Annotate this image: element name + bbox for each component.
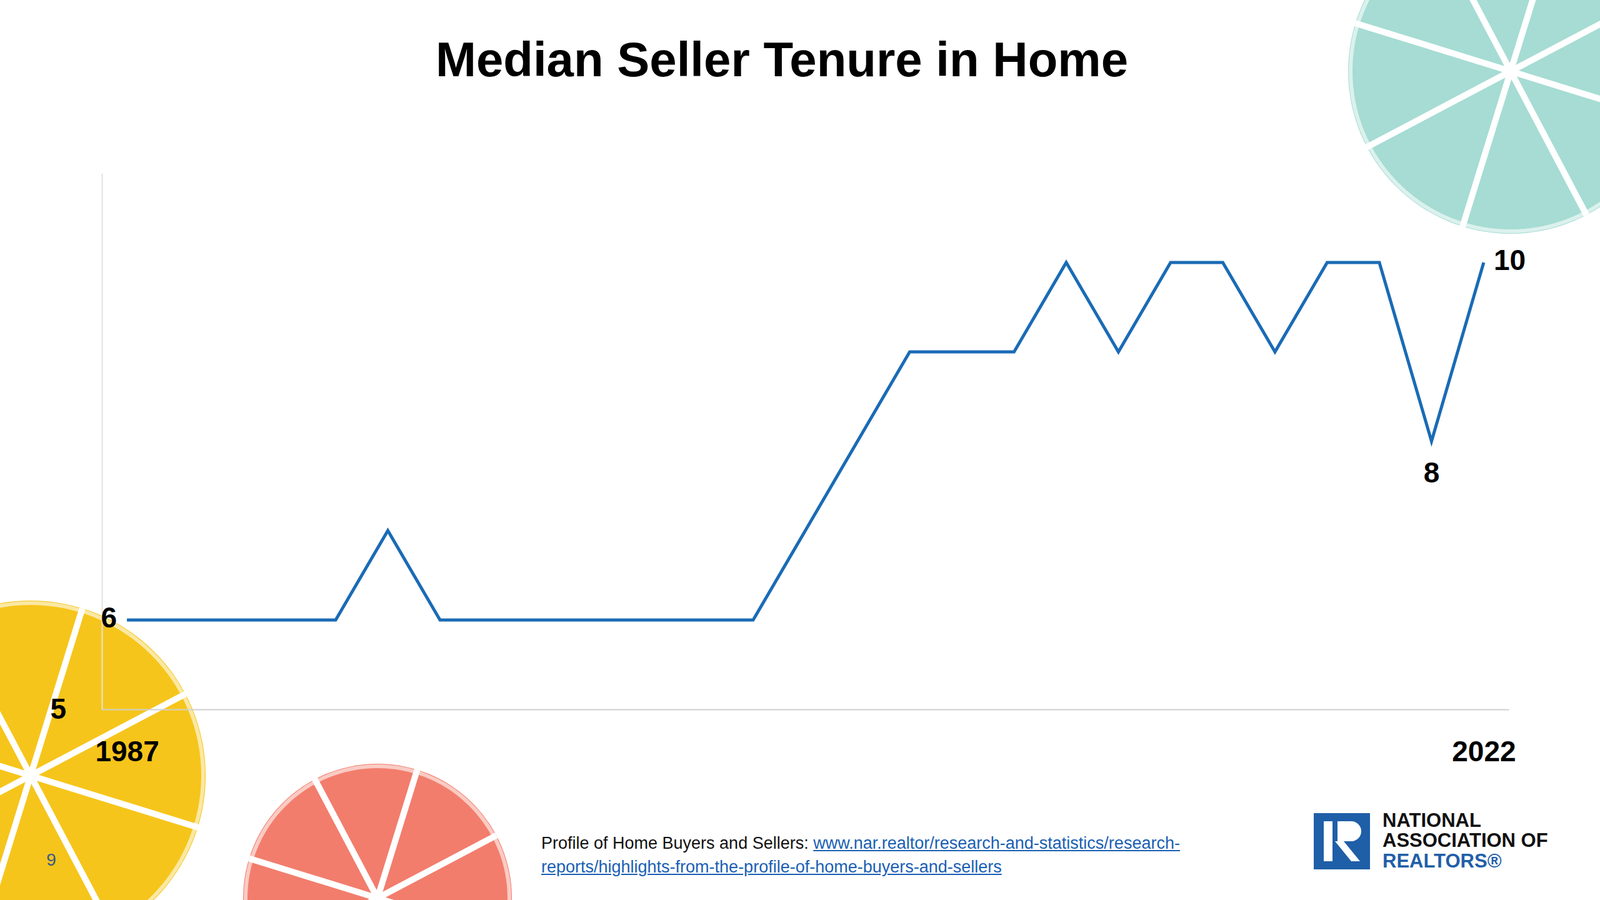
x-tick: 2022: [1451, 709, 1516, 768]
x-tick-label: 2022: [1451, 735, 1516, 768]
x-tick: 1987: [95, 709, 159, 768]
logo-text: REALTORS®: [1382, 850, 1502, 872]
coral-citrus: [243, 763, 512, 900]
logo-box: [1313, 813, 1370, 870]
source-label: Profile of Home Buyers and Sellers:: [541, 833, 814, 853]
plot-area: [126, 262, 1484, 620]
yellow-citrus-segment: [0, 620, 31, 776]
coral-citrus-segment: [377, 898, 440, 900]
coral-citrus-segment: [377, 898, 506, 900]
data-label: 10: [1493, 243, 1526, 277]
teal-citrus-rim: [1350, 0, 1600, 232]
logo-bowl: [1335, 821, 1362, 862]
y-tick-label: 5: [50, 692, 67, 725]
data-label: 8: [1423, 456, 1440, 489]
decorations: [0, 0, 1600, 900]
data-label: 6: [100, 601, 117, 634]
chart-title: Median Seller Tenure in Home: [435, 31, 1129, 87]
y-tick: 5: [50, 692, 102, 725]
teal-citrus-fill: [1348, 0, 1600, 234]
yellow-citrus-segment: [30, 775, 113, 900]
y-axis: 5: [50, 173, 102, 726]
teal-citrus-segment: [1510, 0, 1600, 72]
x-axis-line: [102, 709, 1510, 711]
teal-citrus-segment: [1366, 71, 1511, 147]
coral-citrus-fill: [243, 763, 512, 900]
yellow-citrus-segment: [0, 775, 31, 900]
logo: NATIONALASSOCIATION OFREALTORS®: [1313, 809, 1549, 872]
x-axis: 1987 2022: [95, 709, 1516, 768]
logo-stem: [1323, 821, 1333, 862]
coral-citrus-segment: [258, 898, 378, 900]
coral-citrus-rim: [245, 766, 510, 900]
logo-text: NATIONAL: [1382, 809, 1482, 832]
source-note: Profile of Home Buyers and Sellers: www.…: [541, 831, 1235, 879]
chart-canvas: Median Seller Tenure in Home 1987 2022 5 6 8 1…: [0, 0, 1600, 900]
data-line: [126, 262, 1484, 620]
teal-citrus: [1348, 0, 1600, 234]
logo-text: ASSOCIATION OF: [1382, 829, 1549, 852]
data-labels: 6 8 10: [100, 243, 1526, 634]
teal-citrus-segment: [1435, 0, 1511, 72]
x-tick-label: 1987: [95, 735, 159, 768]
coral-citrus-segment: [315, 779, 378, 899]
teal-citrus-segment: [1510, 71, 1587, 215]
coral-citrus-segment: [377, 835, 497, 899]
page-number: 9: [46, 850, 57, 870]
yellow-citrus-segment: [0, 775, 31, 858]
